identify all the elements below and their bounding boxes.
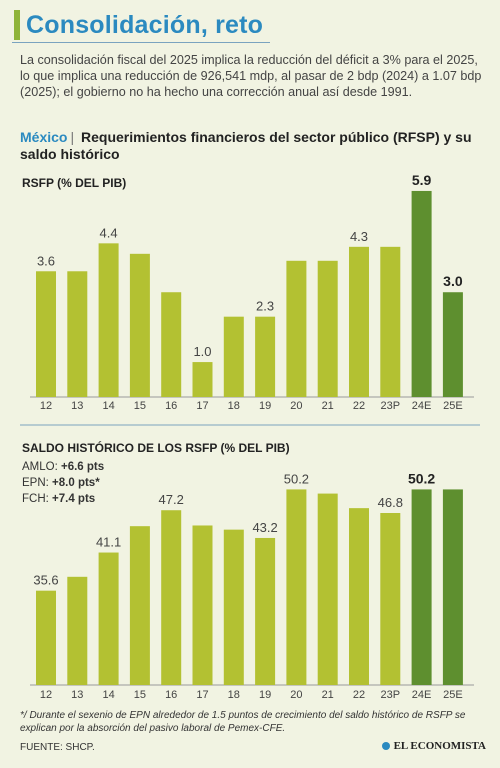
saldo-tick-22: 22 [353, 689, 365, 701]
rfsp-bar-12 [36, 271, 56, 397]
rfsp-tick-14: 14 [102, 400, 114, 412]
saldo-bar-21 [317, 493, 338, 685]
saldo-bar-23P [380, 513, 401, 685]
saldo-data-label-19: 43.2 [252, 520, 277, 535]
saldo-tick-20: 20 [290, 689, 302, 701]
annotation-value: +7.4 pts [52, 493, 95, 505]
saldo-tick-19: 19 [259, 689, 271, 701]
rfsp-tick-21: 21 [322, 400, 334, 412]
source-note: FUENTE: SHCP. [20, 742, 95, 753]
saldo-tick-17: 17 [196, 689, 208, 701]
rfsp-tick-22: 22 [353, 400, 365, 412]
rfsp-bar-25E [442, 292, 463, 397]
saldo-bar-13 [67, 576, 88, 685]
annotation-label: EPN: [22, 477, 52, 489]
section-heading: Requerimientos financieros del sector pú… [20, 129, 472, 162]
separator: | [70, 129, 75, 145]
saldo-bar-22 [349, 508, 369, 685]
saldo-annotation-0: AMLO: +6.6 pts [22, 461, 104, 473]
saldo-bar-24E [411, 489, 432, 685]
saldo-tick-15: 15 [134, 689, 146, 701]
rfsp-bar-22 [349, 246, 369, 397]
rfsp-tick-19: 19 [259, 400, 271, 412]
saldo-tick-25E: 25E [443, 689, 463, 701]
rfsp-data-label-25E: 3.0 [443, 273, 463, 289]
rfsp-data-label-24E: 5.9 [412, 172, 432, 188]
saldo-tick-18: 18 [228, 689, 240, 701]
rfsp-bar-17 [192, 362, 213, 397]
annotation-label: FCH: [22, 493, 52, 505]
annotation-value: +6.6 pts [61, 461, 104, 473]
saldo-tick-14: 14 [102, 689, 114, 701]
page-title: Consolidación, reto [26, 10, 264, 39]
title-underline [12, 42, 270, 43]
rfsp-bar-21 [317, 260, 338, 397]
rfsp-tick-17: 17 [196, 400, 208, 412]
rfsp-tick-25E: 25E [443, 400, 463, 412]
saldo-tick-21: 21 [322, 689, 334, 701]
rfsp-bar-15 [129, 253, 150, 397]
rfsp-tick-15: 15 [134, 400, 146, 412]
saldo-annotation-2: FCH: +7.4 pts [22, 493, 95, 505]
saldo-bar-14 [98, 552, 119, 685]
saldo-data-label-24E: 50.2 [408, 470, 435, 486]
brand-dot-icon [381, 742, 390, 750]
section-title: México | Requerimientos financieros del s… [20, 129, 490, 163]
saldo-bar-15 [129, 526, 150, 685]
rfsp-bar-24E [411, 190, 432, 397]
rfsp-bar-14 [98, 243, 119, 397]
saldo-chart-title: SALDO HISTÓRICO DE LOS RSFP (% DEL PIB) [22, 440, 290, 455]
rfsp-tick-24E: 24E [412, 400, 432, 412]
rfsp-bar-19 [255, 316, 276, 397]
saldo-data-label-23P: 46.8 [378, 495, 403, 510]
country-label: México [20, 129, 68, 145]
annotation-value: +8.0 pts* [52, 477, 100, 489]
rfsp-data-label-17: 1.0 [193, 344, 211, 359]
saldo-tick-24E: 24E [412, 689, 432, 701]
saldo-data-label-16: 47.2 [159, 492, 184, 507]
saldo-annotation-1: EPN: +8.0 pts* [22, 477, 100, 489]
rfsp-bar-13 [67, 271, 88, 397]
brand-logo: EL ECONOMISTA [381, 740, 486, 752]
saldo-bar-17 [192, 525, 213, 685]
rfsp-bar-20 [286, 260, 307, 397]
saldo-tick-23P: 23P [381, 689, 401, 701]
rfsp-data-label-19: 2.3 [256, 299, 274, 314]
rfsp-tick-20: 20 [290, 400, 302, 412]
saldo-bar-25E [442, 489, 463, 685]
rfsp-data-label-12: 3.6 [37, 253, 55, 268]
rfsp-tick-16: 16 [165, 400, 177, 412]
rfsp-bar-18 [223, 316, 244, 397]
rfsp-data-label-22: 4.3 [350, 229, 368, 244]
rfsp-data-label-14: 4.4 [100, 225, 118, 240]
rfsp-tick-12: 12 [40, 400, 52, 412]
title-accent-bar [14, 10, 20, 40]
saldo-bar-19 [255, 537, 276, 685]
saldo-data-label-20: 50.2 [284, 471, 309, 486]
saldo-bar-16 [161, 510, 182, 685]
brand-name: EL ECONOMISTA [393, 740, 486, 752]
rfsp-chart-title: RSFP (% DEL PIB) [22, 176, 126, 190]
saldo-data-label-12: 35.6 [33, 573, 58, 588]
saldo-data-label-14: 41.1 [96, 535, 121, 550]
saldo-bar-20 [286, 489, 307, 685]
saldo-tick-12: 12 [40, 689, 52, 701]
rfsp-tick-23P: 23P [381, 400, 401, 412]
saldo-bar-18 [223, 529, 244, 685]
rfsp-tick-13: 13 [71, 400, 83, 412]
header: Consolidación, reto [14, 10, 486, 40]
footnote: */ Durante el sexenio de EPN alrededor d… [20, 710, 466, 734]
rfsp-tick-18: 18 [228, 400, 240, 412]
saldo-tick-16: 16 [165, 689, 177, 701]
annotation-label: AMLO: [22, 461, 61, 473]
rfsp-bar-23P [380, 246, 401, 397]
intro-text: La consolidación fiscal del 2025 implica… [20, 53, 482, 99]
rfsp-bar-16 [161, 292, 182, 397]
saldo-tick-13: 13 [71, 689, 83, 701]
saldo-bar-12 [36, 590, 56, 685]
